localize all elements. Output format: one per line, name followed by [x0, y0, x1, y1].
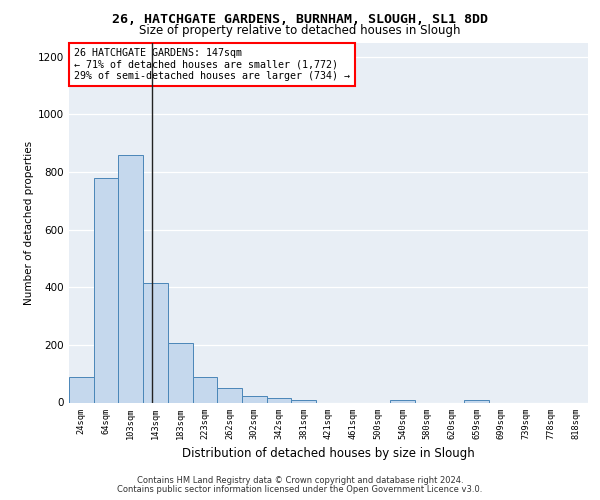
Bar: [94, 178, 118, 402]
Bar: [118, 155, 143, 402]
Bar: [193, 376, 217, 402]
Bar: [143, 283, 168, 403]
Text: Contains public sector information licensed under the Open Government Licence v3: Contains public sector information licen…: [118, 485, 482, 494]
Bar: [292, 400, 316, 402]
Bar: [390, 400, 415, 402]
Bar: [267, 398, 292, 402]
Bar: [242, 396, 267, 402]
Text: Contains HM Land Registry data © Crown copyright and database right 2024.: Contains HM Land Registry data © Crown c…: [137, 476, 463, 485]
Bar: [217, 388, 242, 402]
Y-axis label: Number of detached properties: Number of detached properties: [24, 140, 34, 304]
Bar: [168, 344, 193, 402]
Text: Size of property relative to detached houses in Slough: Size of property relative to detached ho…: [139, 24, 461, 37]
X-axis label: Distribution of detached houses by size in Slough: Distribution of detached houses by size …: [182, 447, 475, 460]
Bar: [69, 376, 94, 402]
Bar: [464, 400, 489, 402]
Text: 26 HATCHGATE GARDENS: 147sqm
← 71% of detached houses are smaller (1,772)
29% of: 26 HATCHGATE GARDENS: 147sqm ← 71% of de…: [74, 48, 350, 81]
Text: 26, HATCHGATE GARDENS, BURNHAM, SLOUGH, SL1 8DD: 26, HATCHGATE GARDENS, BURNHAM, SLOUGH, …: [112, 13, 488, 26]
